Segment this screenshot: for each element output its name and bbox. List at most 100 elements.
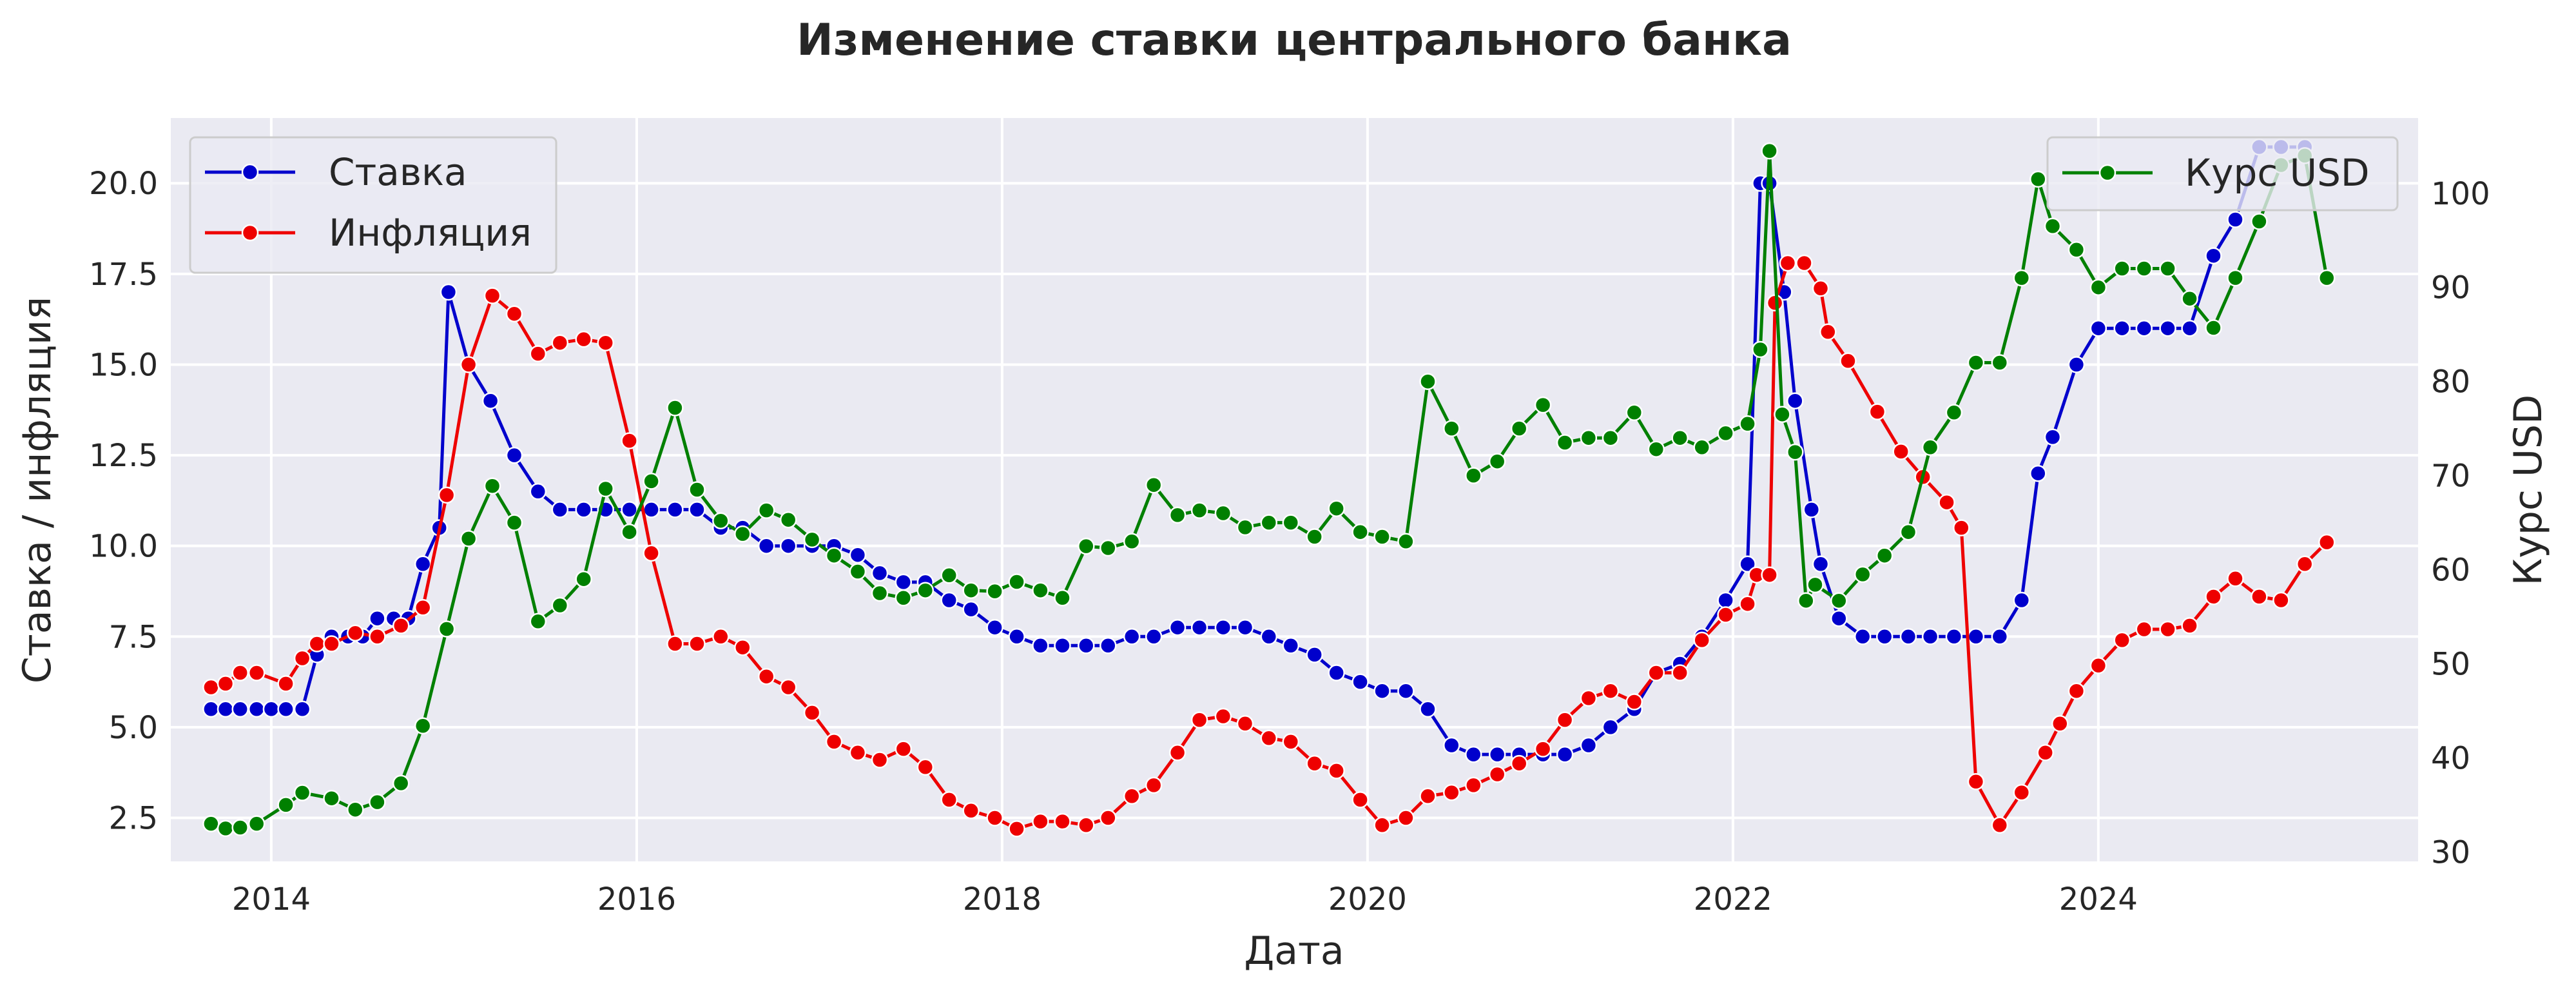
- data-point: [1580, 429, 1598, 447]
- chart-title: Изменение ставки центрального банка: [797, 15, 1792, 66]
- data-point: [347, 801, 364, 818]
- data-point: [712, 628, 730, 645]
- data-point: [217, 700, 235, 718]
- data-point: [277, 675, 295, 692]
- data-point: [1739, 595, 1756, 613]
- data-point: [1419, 700, 1437, 718]
- data-point: [803, 531, 821, 549]
- data-point: [293, 700, 311, 718]
- data-point: [1991, 354, 2009, 371]
- data-point: [1190, 618, 1208, 636]
- data-point: [1190, 502, 1208, 519]
- data-point: [1123, 628, 1141, 645]
- data-point: [1806, 576, 1824, 594]
- data-point: [392, 617, 410, 634]
- data-point: [202, 678, 220, 696]
- series-layer: [202, 138, 2336, 838]
- data-point: [1739, 555, 1756, 573]
- data-point: [1921, 628, 1939, 645]
- data-point: [1868, 403, 1886, 420]
- data-point: [1168, 618, 1186, 636]
- data-point: [2318, 533, 2336, 551]
- data-point: [1967, 773, 1985, 790]
- data-point: [231, 700, 249, 718]
- data-point: [2135, 260, 2153, 277]
- data-point: [2181, 617, 2198, 634]
- data-point: [597, 480, 614, 498]
- data-point: [1099, 809, 1117, 827]
- data-point: [575, 330, 592, 348]
- data-point: [621, 523, 638, 541]
- data-point: [2089, 279, 2107, 296]
- data-point: [643, 501, 660, 518]
- data-point: [757, 667, 775, 685]
- data-point: [2068, 356, 2086, 373]
- data-point: [895, 740, 913, 758]
- x-tick-label: 2018: [963, 881, 1041, 917]
- data-point: [1145, 476, 1163, 494]
- data-point: [1214, 618, 1232, 636]
- data-point: [2227, 211, 2244, 228]
- data-point: [1123, 533, 1141, 551]
- data-point: [414, 555, 432, 573]
- data-point: [1830, 609, 1848, 627]
- data-point: [1465, 745, 1482, 763]
- data-point: [323, 789, 340, 807]
- data-point: [734, 525, 751, 543]
- data-point: [1488, 765, 1506, 783]
- data-point: [2296, 555, 2314, 573]
- data-point: [2181, 319, 2198, 337]
- data-point: [1168, 506, 1186, 524]
- data-point: [2113, 631, 2131, 649]
- data-point: [247, 700, 266, 718]
- data-point: [1008, 628, 1025, 645]
- data-point: [621, 501, 638, 518]
- data-point: [247, 664, 266, 682]
- data-point: [414, 717, 432, 735]
- data-point: [825, 733, 843, 751]
- data-point: [2037, 744, 2054, 761]
- data-point: [1054, 812, 1071, 830]
- data-point: [688, 635, 706, 652]
- data-point: [460, 356, 478, 373]
- data-point: [483, 287, 501, 304]
- data-point: [1761, 142, 1778, 160]
- data-point: [1766, 294, 1784, 312]
- legend-rate-marker: [241, 163, 259, 181]
- data-point: [369, 609, 386, 627]
- data-point: [1054, 589, 1071, 607]
- legend-usd-marker: [2098, 164, 2116, 182]
- data-point: [1351, 791, 1369, 809]
- data-point: [779, 537, 797, 554]
- data-point: [1510, 420, 1528, 437]
- data-point: [2205, 588, 2222, 605]
- data-point: [505, 305, 523, 322]
- y-axis-label: Ставка / инфляция: [15, 297, 60, 683]
- data-point: [940, 591, 958, 609]
- data-point: [551, 334, 569, 351]
- legend-right-box: [2046, 136, 2399, 211]
- data-point: [1647, 440, 1665, 458]
- data-point: [1236, 715, 1254, 732]
- data-point: [202, 700, 220, 718]
- data-point: [1647, 664, 1665, 682]
- data-point: [1602, 682, 1620, 700]
- data-point: [1306, 528, 1323, 545]
- data-point: [986, 582, 1003, 600]
- data-point: [1534, 396, 1552, 414]
- data-point: [1078, 816, 1095, 834]
- data-point: [1921, 438, 1939, 456]
- data-point: [2205, 319, 2222, 337]
- data-point: [202, 815, 220, 832]
- data-point: [483, 477, 501, 495]
- series-0: [202, 138, 2314, 763]
- data-point: [1510, 754, 1528, 772]
- data-point: [1008, 820, 1025, 838]
- data-point: [895, 573, 913, 591]
- data-point: [1787, 392, 1804, 409]
- data-point: [1693, 438, 1710, 456]
- data-point: [551, 596, 569, 614]
- data-point: [1892, 443, 1910, 460]
- data-point: [2227, 570, 2244, 587]
